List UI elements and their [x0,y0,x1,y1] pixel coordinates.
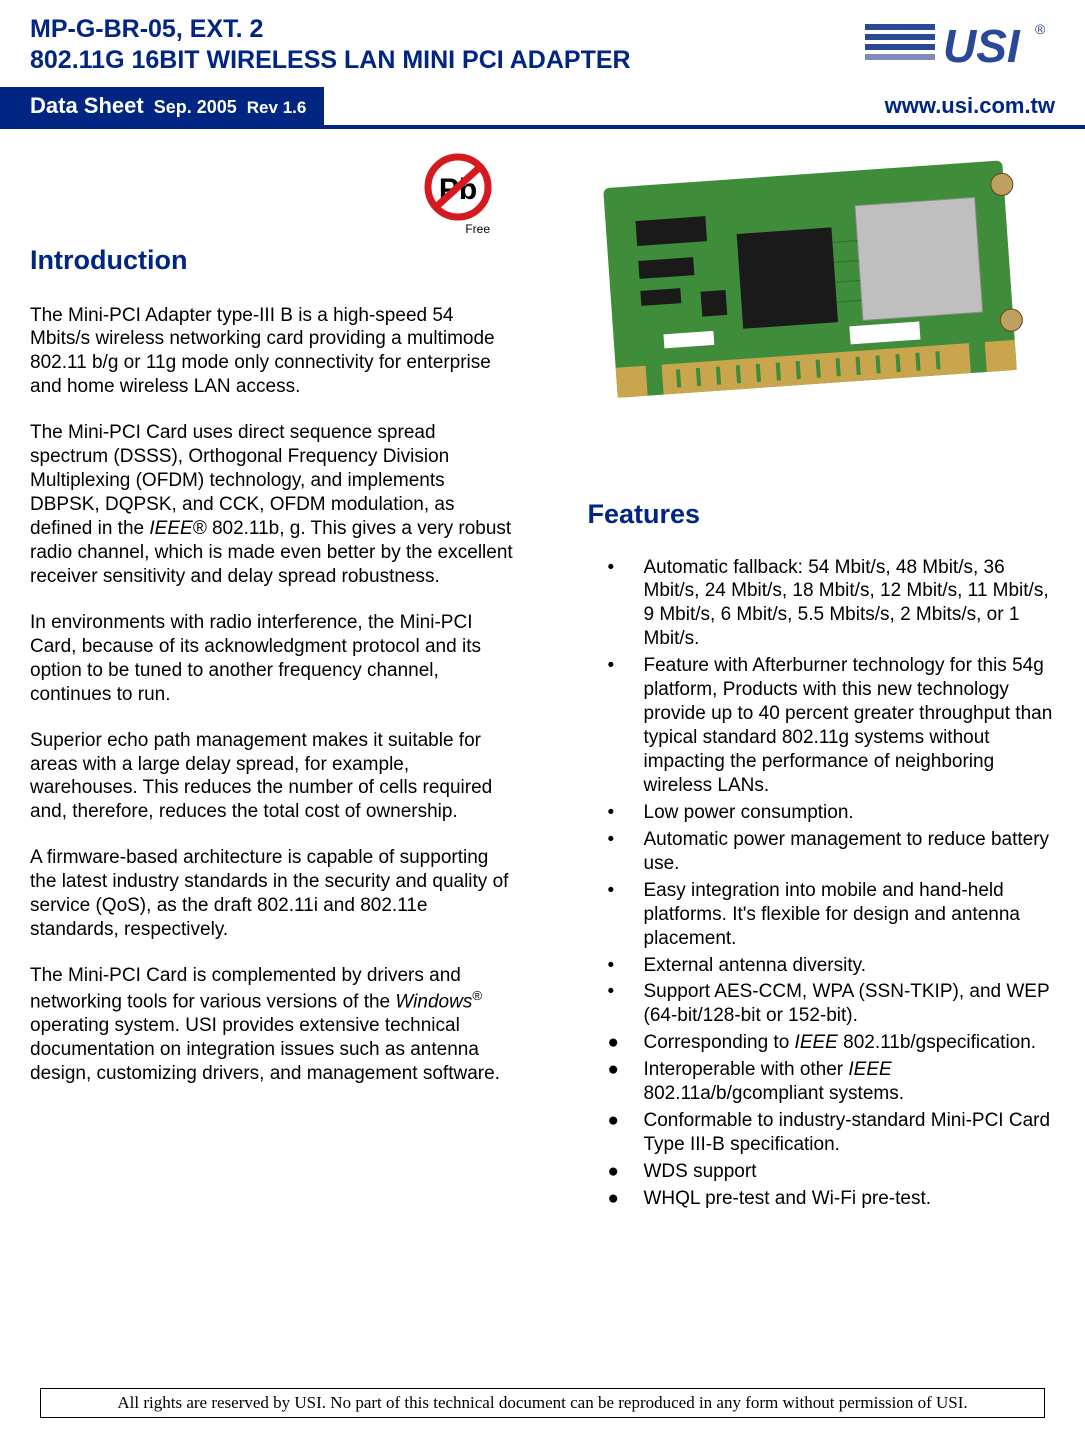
intro-p1: The Mini-PCI Adapter type-III B is a hig… [30,304,518,400]
intro-p6: The Mini-PCI Card is complemented by dri… [30,964,518,1086]
right-column: Features •Automatic fallback: 54 Mbit/s,… [568,149,1056,1214]
svg-text:Free: Free [465,222,490,236]
left-column: Pb Free Introduction The Mini-PCI Adapte… [30,149,518,1214]
intro-p4: Superior echo path management makes it s… [30,729,518,825]
list-item: •Automatic fallback: 54 Mbit/s, 48 Mbit/… [608,556,1056,652]
datasheet-label: Data Sheet [30,93,144,119]
features-title: Features [588,499,1056,530]
datasheet-box: Data Sheet Sep. 2005 Rev 1.6 [0,87,324,125]
pb-free-icon: Pb Free [30,149,498,239]
list-item: ●Interoperable with other IEEE 802.11a/b… [608,1058,1056,1106]
footer-copyright: All rights are reserved by USI. No part … [40,1388,1045,1418]
list-item: •Automatic power management to reduce ba… [608,828,1056,876]
datasheet-date: Sep. 2005 [154,97,237,118]
list-item: ●Corresponding to IEEE 802.11b/gspecific… [608,1031,1056,1055]
intro-p5: A firmware-based architecture is capable… [30,846,518,942]
list-item: •Feature with Afterburner technology for… [608,654,1056,798]
list-item: •External antenna diversity. [608,954,1056,978]
features-list: •Automatic fallback: 54 Mbit/s, 48 Mbit/… [568,556,1056,1211]
usi-logo: USI ® [865,16,1055,81]
list-item: ●WHQL pre-test and Wi-Fi pre-test. [608,1187,1056,1211]
product-photo [571,149,1051,439]
intro-p2: The Mini-PCI Card uses direct sequence s… [30,421,518,589]
list-item: ●Conformable to industry-standard Mini-P… [608,1109,1056,1157]
svg-text:USI: USI [943,20,1021,72]
datasheet-bar: Data Sheet Sep. 2005 Rev 1.6 www.usi.com… [0,87,1085,129]
datasheet-rev: Rev 1.6 [247,98,307,118]
company-url: www.usi.com.tw [885,87,1085,125]
intro-p3: In environments with radio interference,… [30,611,518,707]
list-item: •Low power consumption. [608,801,1056,825]
body: Pb Free Introduction The Mini-PCI Adapte… [0,129,1085,1214]
list-item: ●WDS support [608,1160,1056,1184]
svg-text:®: ® [1035,21,1046,37]
list-item: •Support AES-CCM, WPA (SSN-TKIP), and WE… [608,980,1056,1028]
list-item: •Easy integration into mobile and hand-h… [608,879,1056,951]
introduction-title: Introduction [30,245,518,276]
